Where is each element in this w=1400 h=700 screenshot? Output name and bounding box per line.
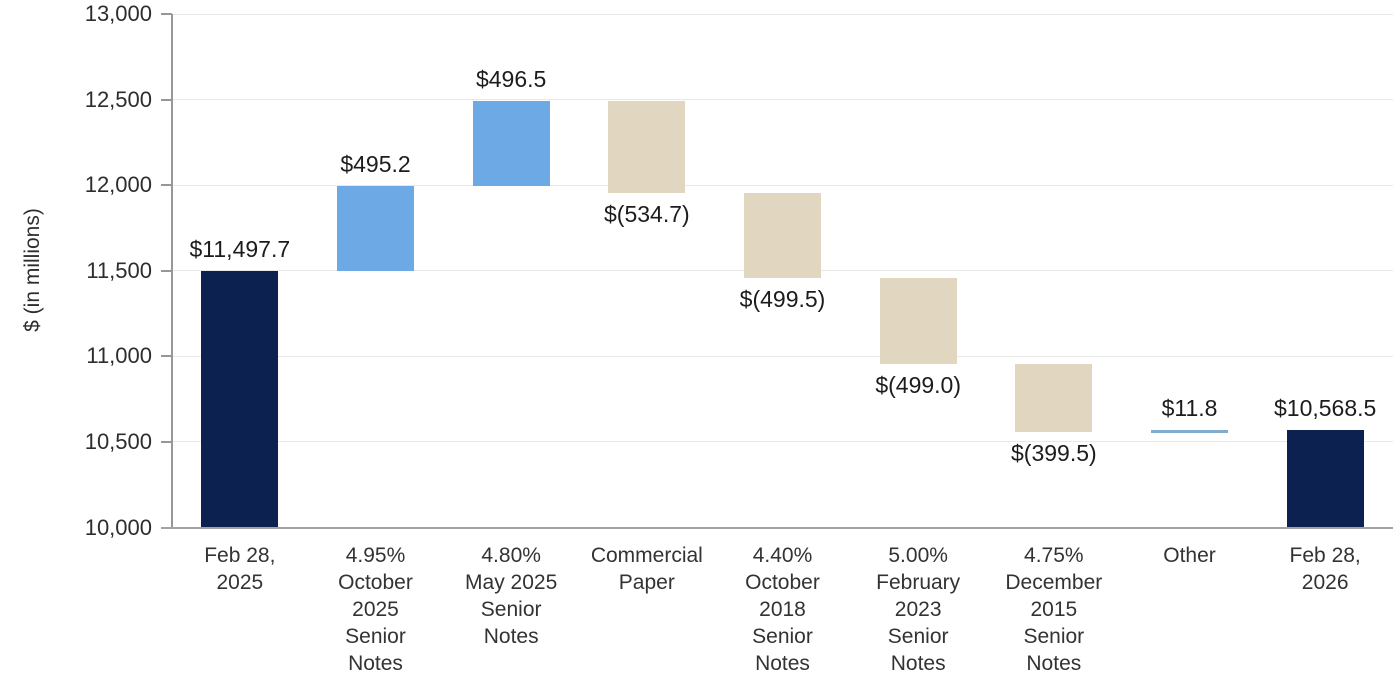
bar-value-label: $(534.7) xyxy=(603,200,690,227)
y-axis-tick-label: 11,500 xyxy=(86,257,152,283)
x-axis-category-label: 4.40% October 2018 Senior Notes xyxy=(745,544,820,675)
bar-value-label: $11,497.7 xyxy=(189,236,291,263)
gridline xyxy=(172,13,1393,15)
bar-value-label: $10,568.5 xyxy=(1273,395,1377,422)
waterfall-bar xyxy=(1015,363,1093,433)
y-axis-tick-label: 12,500 xyxy=(84,86,152,112)
waterfall-bar xyxy=(744,192,821,279)
y-tick-mark xyxy=(161,184,172,187)
x-axis-category-label: Feb 28, 2026 xyxy=(1289,544,1361,594)
gridline xyxy=(172,99,1393,101)
x-axis-category-label: Feb 28, 2025 xyxy=(204,544,276,594)
y-tick-mark xyxy=(161,269,172,272)
y-axis-line xyxy=(171,14,173,528)
y-tick-mark xyxy=(161,13,172,15)
gridline xyxy=(172,355,1393,357)
y-tick-mark xyxy=(161,440,172,443)
waterfall-bar xyxy=(472,101,550,187)
y-axis-tick-label: 12,000 xyxy=(84,172,152,198)
waterfall-bar xyxy=(608,101,686,193)
x-axis-category-label: 5.00% February 2023 Senior Notes xyxy=(876,544,961,675)
bar-value-label: $(499.0) xyxy=(875,371,961,398)
y-axis-tick-label: 10,500 xyxy=(84,428,152,454)
x-axis-category-label: Commercial Paper xyxy=(590,544,703,594)
y-axis-tick-label: 13,000 xyxy=(84,1,152,26)
waterfall-bar xyxy=(1286,430,1364,528)
x-axis-category-label: 4.95% October 2025 Senior Notes xyxy=(338,544,413,675)
x-axis-category-label: 4.80% May 2025 Senior Notes xyxy=(465,544,558,648)
waterfall-bar xyxy=(1151,430,1228,434)
y-axis-tick-label: 11,000 xyxy=(86,343,152,369)
waterfall-bar xyxy=(337,186,414,272)
x-axis-category-label: Other xyxy=(1163,544,1216,567)
waterfall-bar xyxy=(879,278,957,364)
bar-value-label: $496.5 xyxy=(475,66,547,93)
y-tick-mark xyxy=(161,355,172,358)
y-axis-tick-label: 10,000 xyxy=(84,514,152,540)
gridline xyxy=(172,184,1393,186)
bar-value-label: $11.8 xyxy=(1161,395,1218,422)
bar-value-label: $495.2 xyxy=(340,151,411,178)
y-tick-mark xyxy=(161,98,172,101)
x-axis-line xyxy=(161,526,1393,529)
x-axis-category-label: 4.75% December 2015 Senior Notes xyxy=(1005,544,1103,675)
waterfall-bar xyxy=(201,271,279,528)
bar-value-label: $(499.5) xyxy=(739,286,826,313)
bar-value-label: $(399.5) xyxy=(1010,440,1097,467)
gridline xyxy=(172,441,1393,443)
